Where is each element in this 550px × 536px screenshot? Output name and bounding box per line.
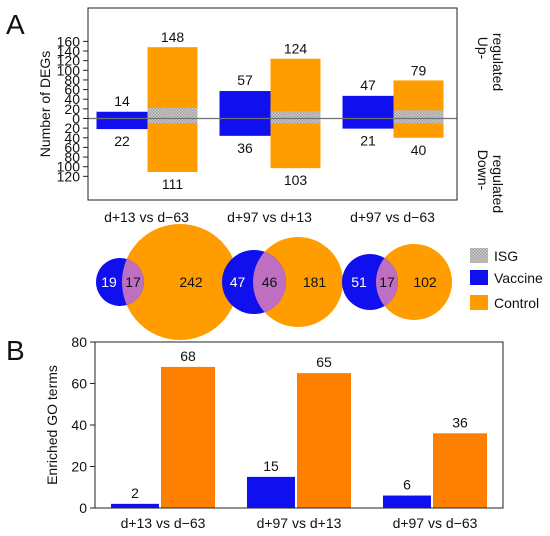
data-label: 47 xyxy=(360,77,376,93)
legend: ISG Vaccine Control xyxy=(470,248,543,311)
y-tick-label: 80 xyxy=(64,72,80,88)
bar-vaccine xyxy=(111,503,159,508)
bar-control xyxy=(433,433,487,508)
x-tick-label: d+97 vs d−63 xyxy=(393,515,478,531)
legend-swatch xyxy=(470,270,488,285)
bar-vaccine xyxy=(342,95,394,129)
bar-isg xyxy=(270,111,321,124)
chart-panel-a: 14 22 148 111 d+13 vs d−63 57 36 124 103 d+97 vs … xyxy=(37,7,506,225)
bar-vaccine xyxy=(96,111,148,130)
x-tick-label: d+97 vs d+13 xyxy=(257,515,342,531)
venn-shared-count: 17 xyxy=(125,274,141,290)
plot-frame xyxy=(87,7,458,201)
x-tick-label: d+97 vs d−63 xyxy=(350,209,435,225)
panel-label-b: B xyxy=(6,335,25,366)
x-tick-label: d+13 vs d−63 xyxy=(121,515,206,531)
legend-label: Control xyxy=(494,295,539,311)
y-axis-label: Enriched GO terms xyxy=(44,365,60,485)
y-tick-label: 40 xyxy=(64,91,80,107)
venn-control-circle xyxy=(122,224,238,340)
y-tick-label: 80 xyxy=(71,334,87,350)
bar-isg xyxy=(147,107,198,124)
venn-control-count: 102 xyxy=(413,274,437,290)
data-label: 124 xyxy=(284,41,308,57)
y-tick-label: 120 xyxy=(57,53,81,69)
data-label: 6 xyxy=(403,477,411,493)
y-tick-label: 140 xyxy=(57,43,81,59)
venn-vaccine-count: 19 xyxy=(101,274,117,290)
y-tick-label: 20 xyxy=(64,101,80,117)
data-label: 79 xyxy=(411,62,427,78)
data-label: 57 xyxy=(237,72,253,88)
bar-vaccine xyxy=(383,495,431,508)
data-label: 68 xyxy=(180,348,196,364)
venn-overlap xyxy=(253,250,286,314)
panel-label-a: A xyxy=(6,9,25,40)
y-tick-label: 60 xyxy=(64,82,80,98)
y-tick-label: 100 xyxy=(57,62,81,78)
data-label: 111 xyxy=(162,176,183,192)
y-tick-label: 60 xyxy=(71,376,87,392)
side-label-up-2: regulated xyxy=(490,33,506,91)
data-label: 2 xyxy=(131,485,139,501)
venn-shared-count: 46 xyxy=(262,274,278,290)
y-axis-label: Number of DEGs xyxy=(37,51,53,158)
x-tick-label: d+97 vs d+13 xyxy=(227,209,312,225)
y-tick-label: 100 xyxy=(57,159,81,175)
bar-control xyxy=(393,80,444,138)
venn-control-count: 242 xyxy=(179,274,203,290)
side-label-up-1: Up- xyxy=(475,37,491,60)
legend-swatch xyxy=(470,248,488,263)
data-label: 22 xyxy=(114,133,130,149)
venn-shared-count: 17 xyxy=(379,274,395,290)
bar-control xyxy=(297,373,351,508)
venn-vaccine-count: 51 xyxy=(351,274,367,290)
y-tick-label: 0 xyxy=(79,500,87,516)
venn-control-count: 181 xyxy=(303,274,327,290)
data-label: 14 xyxy=(114,93,130,109)
y-tick-label: 40 xyxy=(64,130,80,146)
y-tick-label: 20 xyxy=(64,120,80,136)
x-tick-label: d+13 vs d−63 xyxy=(104,209,189,225)
data-label: 148 xyxy=(161,29,185,45)
y-tick-label: 40 xyxy=(71,417,87,433)
y-tick-label: 0 xyxy=(72,111,80,127)
data-label: 15 xyxy=(263,458,279,474)
bar-vaccine xyxy=(247,476,295,508)
chart-panel-b: 2 68 d+13 vs d−63 15 65 d+97 vs d+13 6 36 d+97 v… xyxy=(44,334,504,531)
venn-diagrams: 19 17 242 47 46 181 51 17 102 xyxy=(96,224,452,340)
bar-vaccine xyxy=(219,91,271,136)
legend-label: ISG xyxy=(494,248,518,264)
y-tick-label: 160 xyxy=(57,33,81,49)
data-label: 36 xyxy=(452,414,468,430)
venn-vaccine-count: 47 xyxy=(230,274,246,290)
legend-label: Vaccine xyxy=(494,270,543,286)
venn-control-circle xyxy=(376,244,452,320)
y-tick-label: 20 xyxy=(71,459,87,475)
y-tick-label: 80 xyxy=(64,149,80,165)
data-label: 65 xyxy=(316,354,332,370)
side-label-down-1: Down- xyxy=(475,150,491,191)
data-label: 36 xyxy=(237,140,253,156)
side-label-down-2: regulated xyxy=(490,155,506,213)
bar-isg xyxy=(393,110,444,124)
data-label: 21 xyxy=(360,133,376,149)
y-tick-label: 60 xyxy=(64,139,80,155)
bar-control xyxy=(161,366,215,508)
y-tick-label: 120 xyxy=(57,168,81,184)
data-label: 103 xyxy=(284,172,308,188)
legend-swatch xyxy=(470,295,488,310)
data-label: 40 xyxy=(411,142,427,158)
